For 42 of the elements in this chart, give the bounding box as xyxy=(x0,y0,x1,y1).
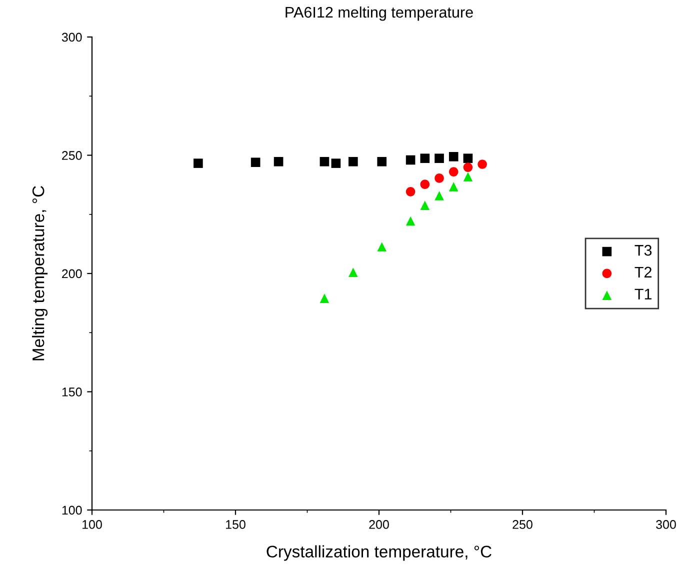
x-tick-label: 150 xyxy=(226,520,246,529)
point xyxy=(194,158,203,168)
point xyxy=(406,216,416,226)
point xyxy=(448,182,458,192)
point xyxy=(434,191,444,200)
point xyxy=(448,152,458,162)
x-tick-label: 250 xyxy=(512,520,532,529)
legend-label: T2 xyxy=(634,266,652,278)
point xyxy=(348,156,358,166)
y-tick-label: 100 xyxy=(62,506,82,515)
point xyxy=(348,268,358,277)
point xyxy=(331,158,341,168)
y-axis-title: Melting temperature, °C xyxy=(32,186,48,360)
point xyxy=(448,167,458,176)
point xyxy=(377,242,387,252)
legend-label: T3 xyxy=(634,244,652,256)
point xyxy=(434,154,444,163)
point xyxy=(406,187,416,196)
point xyxy=(250,158,260,168)
point xyxy=(478,160,487,169)
point xyxy=(463,172,473,182)
chart-title: PA6I12 melting temperature xyxy=(286,6,473,21)
x-tick-label: 300 xyxy=(656,520,676,529)
x-axis-title: Crystallization temperature, °C xyxy=(266,545,492,561)
point xyxy=(463,162,473,172)
point xyxy=(420,154,430,163)
point xyxy=(406,155,416,165)
x-tick-label: 100 xyxy=(82,520,102,529)
y-tick-label: 250 xyxy=(62,151,82,160)
point xyxy=(463,154,473,163)
legend-label: T1 xyxy=(634,288,652,300)
point xyxy=(274,156,284,166)
y-tick-label: 200 xyxy=(62,269,82,278)
point xyxy=(420,200,430,210)
point xyxy=(320,294,330,303)
point xyxy=(420,180,430,189)
point xyxy=(377,156,387,166)
point xyxy=(434,174,444,183)
y-tick-label: 300 xyxy=(62,32,82,42)
x-tick-label: 200 xyxy=(369,520,389,529)
y-tick-label: 150 xyxy=(62,388,82,396)
point xyxy=(320,156,330,166)
